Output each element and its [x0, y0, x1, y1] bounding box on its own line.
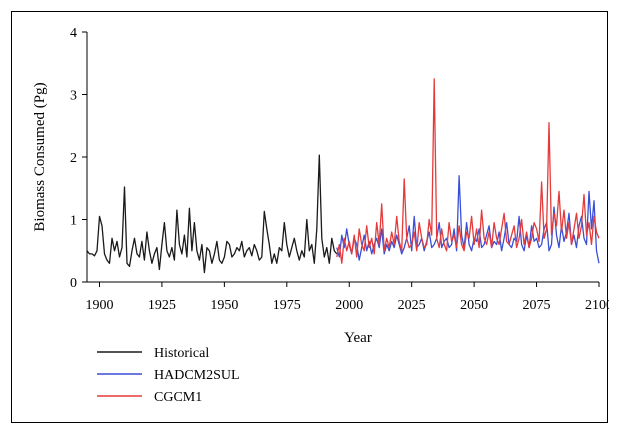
- legend-label-hadcm2sul: HADCM2SUL: [154, 368, 240, 383]
- y-tick-label: 2: [70, 151, 77, 166]
- y-tick-label: 1: [70, 214, 77, 229]
- y-tick-label: 3: [70, 89, 77, 104]
- y-tick-label: 0: [70, 276, 77, 291]
- y-tick-label: 4: [70, 26, 77, 41]
- series-line-cgcm1: [336, 78, 600, 264]
- series-line-historical: [86, 154, 338, 274]
- x-tick-label: 1975: [273, 298, 301, 313]
- x-tick-label: 1925: [148, 298, 176, 313]
- x-tick-label: 2100: [585, 298, 609, 313]
- line-chart: 0 1 2 3 4 1900 1925 1950 1975 2000 2025 2050 2075 210…: [32, 26, 609, 405]
- series-line-hadcm2sul: [336, 175, 600, 264]
- x-tick-label: 1900: [85, 298, 113, 313]
- x-tick-label: 2000: [335, 298, 363, 313]
- chart-frame: 0 1 2 3 4 1900 1925 1950 1975 2000 2025 2050 2075 210…: [11, 11, 609, 423]
- legend-label-historical: Historical: [154, 346, 209, 361]
- y-axis-title: Biomass Consumed (Pg): [32, 82, 48, 231]
- x-tick-label: 2075: [523, 298, 551, 313]
- x-axis-title: Year: [344, 330, 372, 346]
- x-tick-label: 2025: [398, 298, 426, 313]
- legend-label-cgcm1: CGCM1: [154, 390, 202, 405]
- x-tick-label: 1950: [210, 298, 238, 313]
- x-tick-label: 2050: [460, 298, 488, 313]
